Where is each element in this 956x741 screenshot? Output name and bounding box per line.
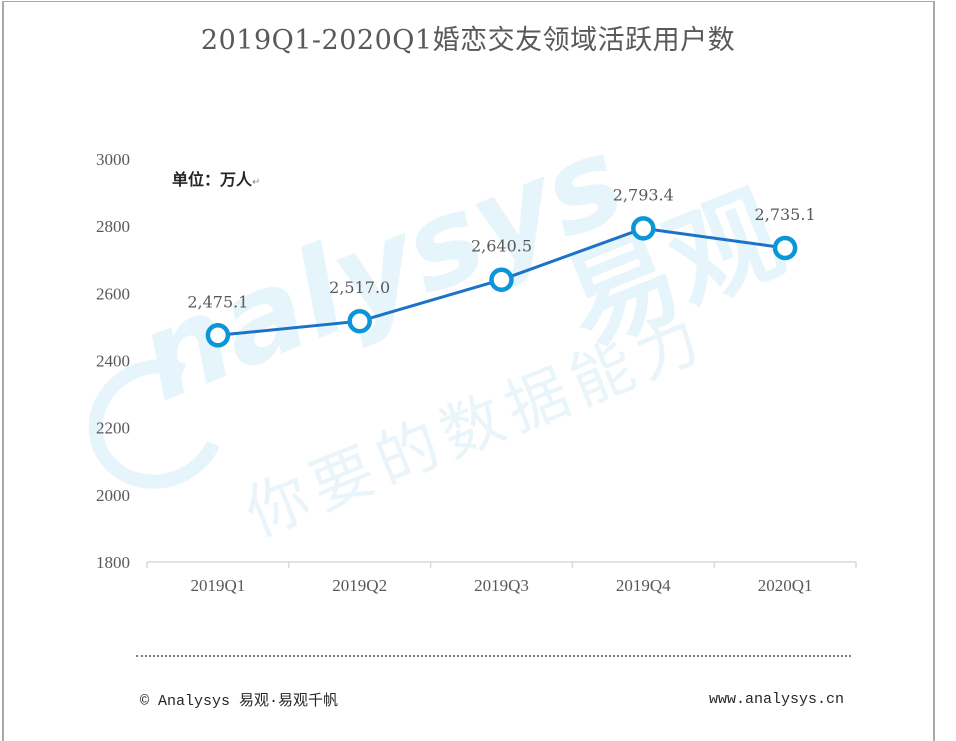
chart-title: 2019Q1-2020Q1婚恋交友领域活跃用户数 <box>200 25 736 56</box>
chart-frame <box>2 1 935 741</box>
y-tick-label: 2200 <box>96 419 130 438</box>
x-tick-label: 2020Q1 <box>758 576 813 595</box>
unit-label: 单位：万人↵ <box>172 170 261 189</box>
x-axis: 2019Q1 2019Q2 2019Q3 2019Q4 2020Q1 <box>146 561 857 595</box>
x-tick-label: 2019Q2 <box>332 576 387 595</box>
data-point-marker <box>205 323 231 348</box>
data-labels: 2,475.1 2,517.0 2,640.5 2,793.4 2,735.1 <box>187 185 815 311</box>
data-point-marker <box>772 235 798 261</box>
data-label: 2,793.4 <box>613 185 674 204</box>
x-tick-label: 2019Q4 <box>616 576 671 595</box>
footer-website: www.analysys.cn <box>708 691 844 708</box>
y-tick-label: 2800 <box>96 217 130 236</box>
y-tick-label: 2000 <box>96 486 130 505</box>
data-point-marker <box>489 267 514 292</box>
footer-copyright: © Analysys 易观·易观千帆 <box>140 693 339 710</box>
data-label: 2,640.5 <box>471 237 532 256</box>
data-point-marker <box>631 216 656 241</box>
y-tick-label: 2400 <box>96 352 130 371</box>
y-tick-label: 2600 <box>96 284 130 303</box>
y-tick-label: 1800 <box>96 553 130 572</box>
x-tick-label: 2019Q3 <box>474 576 529 595</box>
data-label: 2,735.1 <box>755 205 816 224</box>
x-tick-label: 2019Q1 <box>191 576 246 595</box>
y-axis: 1800 2000 2200 2400 2600 2800 3000 <box>96 150 130 572</box>
data-markers <box>205 216 798 348</box>
data-label: 2,517.0 <box>329 278 390 297</box>
data-label: 2,475.1 <box>187 292 248 311</box>
y-tick-label: 3000 <box>96 150 130 169</box>
data-point-marker <box>347 308 372 334</box>
footer-divider <box>136 655 851 657</box>
